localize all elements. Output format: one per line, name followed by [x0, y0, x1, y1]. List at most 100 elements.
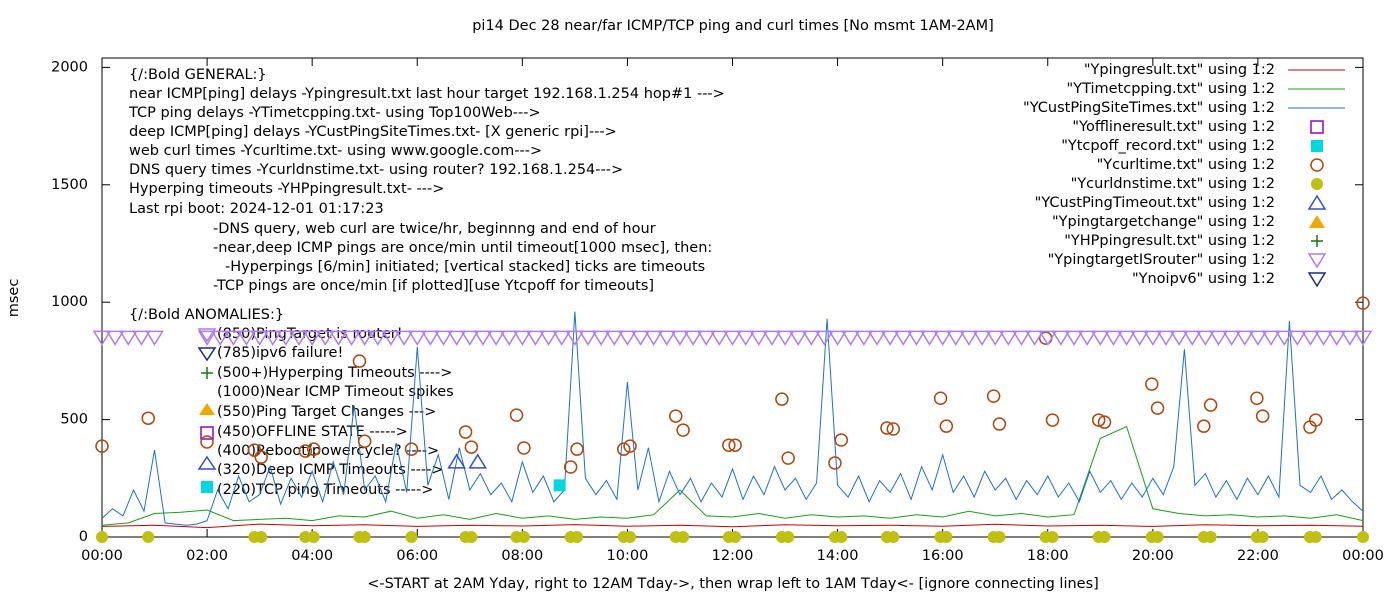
marker: [407, 330, 427, 346]
legend-swatch: [1307, 253, 1327, 269]
marker: [570, 531, 583, 543]
marker: [1046, 531, 1059, 543]
annotation: -Hyperpings [6/min] initiated; [vertical…: [225, 259, 705, 275]
annotation: -DNS query, web curl are twice/hr, begin…: [213, 221, 656, 237]
marker: [299, 531, 312, 543]
x-tick-label: 06:00: [396, 548, 438, 564]
marker: [959, 330, 979, 346]
marker: [307, 531, 320, 543]
marker: [1250, 391, 1264, 405]
legend-label: "Yofflineresult.txt" using 1:2: [1072, 119, 1275, 135]
marker: [1309, 531, 1322, 543]
marker: [1104, 330, 1123, 346]
marker: [526, 330, 545, 346]
key-icon: [199, 403, 215, 415]
marker: [509, 408, 524, 422]
marker: [1222, 330, 1241, 346]
marker: [933, 391, 948, 405]
legend-swatch: [1307, 194, 1327, 210]
marker: [736, 330, 755, 346]
key-icon: [201, 367, 213, 379]
marker: [1151, 531, 1164, 543]
annotation: (450)OFFLINE STATE ----->: [217, 424, 408, 440]
annotation: (320)Deep ICMP Timeouts ---->: [217, 462, 444, 478]
legend-label: "Ypingtargetchange" using 1:2: [1052, 214, 1275, 230]
marker: [460, 330, 480, 346]
series-line: [101, 425, 1364, 526]
marker: [623, 439, 637, 453]
annotation: {/:Bold GENERAL:}: [129, 67, 267, 83]
marker: [815, 330, 834, 346]
marker: [696, 330, 716, 346]
marker: [302, 330, 322, 346]
marker: [841, 330, 861, 346]
marker: [405, 531, 418, 543]
annotation: (1000)Near ICMP Timeout spikes: [217, 384, 454, 400]
legend-label: "YTimetcpping.txt" using 1:2: [1067, 81, 1275, 97]
marker: [95, 439, 109, 453]
marker: [1261, 330, 1281, 346]
legend-label: "YHPpingresult.txt" using 1:2: [1064, 233, 1275, 249]
marker: [723, 330, 742, 346]
marker: [933, 330, 953, 346]
marker: [1287, 330, 1307, 346]
annotation-keys: [197, 328, 217, 493]
marker: [1145, 377, 1159, 391]
marker: [985, 330, 1005, 346]
marker: [224, 330, 243, 346]
key-icon: [200, 426, 214, 440]
marker: [1204, 531, 1217, 543]
y-tick-label: 1000: [51, 294, 88, 310]
marker: [893, 330, 913, 346]
marker: [421, 330, 440, 346]
marker: [616, 442, 631, 456]
annotation: web curl times -Ycurltime.txt- using www…: [129, 143, 542, 159]
marker: [355, 330, 375, 346]
marker: [565, 330, 585, 346]
marker: [867, 330, 887, 346]
marker: [722, 438, 736, 452]
marker: [993, 531, 1006, 543]
marker: [517, 441, 531, 455]
y-tick-label: 0: [79, 529, 88, 545]
marker: [1098, 531, 1111, 543]
marker: [1356, 296, 1370, 310]
marker: [828, 330, 847, 346]
marker: [631, 330, 650, 346]
marker: [1150, 401, 1165, 415]
marker: [676, 423, 690, 437]
marker: [1209, 330, 1228, 346]
marker: [210, 330, 230, 346]
x-tick-label: 22:00: [1237, 548, 1279, 564]
marker: [1301, 330, 1320, 346]
marker: [992, 417, 1007, 431]
y-tick-label: 1500: [51, 177, 88, 193]
marker: [1012, 330, 1031, 346]
annotation: (785)ipv6 failure!: [217, 345, 343, 361]
marker: [254, 450, 268, 464]
marker: [1051, 330, 1071, 346]
marker: [1117, 330, 1136, 346]
marker: [464, 440, 479, 454]
marker: [250, 330, 269, 346]
marker: [887, 531, 900, 543]
annotation: (500+)Hyperping Timeouts ---->: [217, 365, 452, 381]
marker: [1197, 419, 1211, 433]
legend-label: "YCustPingSiteTimes.txt" using 1:2: [1023, 100, 1275, 116]
x-tick-label: 18:00: [1027, 548, 1069, 564]
marker: [920, 330, 939, 346]
x-tick-label: 12:00: [712, 548, 754, 564]
legend-label: "Ypingresult.txt" using 1:2: [1084, 62, 1275, 78]
marker: [907, 330, 926, 346]
marker: [1274, 330, 1294, 346]
marker: [940, 531, 953, 543]
marker: [781, 451, 795, 465]
marker: [939, 419, 954, 433]
x-axis-label: <-START at 2AM Yday, right to 12AM Tday-…: [367, 576, 1099, 592]
marker: [358, 531, 371, 543]
annotation: DNS query times -Ycurldnstime.txt- using…: [129, 162, 623, 178]
marker: [782, 531, 795, 543]
key-icon: [197, 347, 217, 362]
marker: [618, 330, 637, 346]
